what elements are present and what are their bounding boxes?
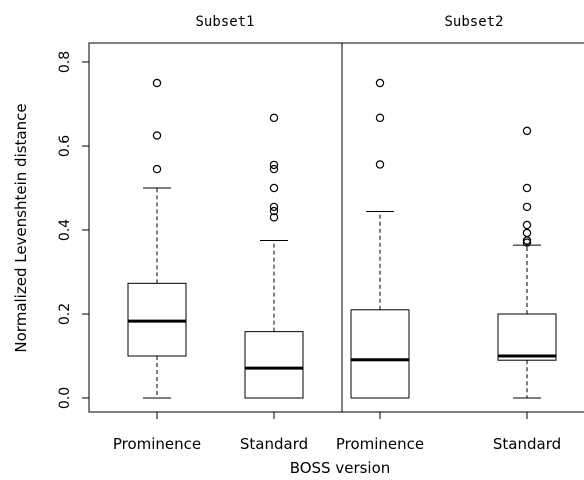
outlier-point [522, 126, 532, 136]
x-tick-label: Prominence [113, 435, 201, 453]
x-tick-label: Prominence [336, 435, 424, 453]
panel-titles: Subset1 Subset2 [195, 14, 503, 30]
box-group [350, 78, 410, 399]
boxes-layer [127, 78, 557, 399]
box-iqr [350, 309, 410, 399]
panel-frame [88, 42, 343, 413]
x-axis-label: BOSS version [290, 459, 391, 477]
outlier-point [269, 113, 279, 123]
outlier-point [269, 213, 279, 222]
outlier-point [269, 164, 279, 174]
outlier-point [375, 160, 385, 169]
outlier-point [269, 183, 279, 193]
panel-title: Subset1 [195, 14, 254, 30]
y-tick-label: 0.4 [57, 219, 73, 241]
outlier-point [522, 202, 532, 212]
box-group [497, 126, 557, 399]
outlier-point [152, 131, 162, 140]
y-tick-label: 0.2 [57, 303, 73, 325]
outlier-point [375, 113, 385, 123]
outlier-point [522, 220, 532, 230]
y-axis-label: Normalized Levenshtein distance [12, 103, 30, 352]
box-iqr [497, 313, 557, 361]
outlier-point [522, 183, 532, 193]
outlier-point [152, 164, 162, 174]
panel-title: Subset2 [444, 14, 503, 30]
outlier-point [269, 206, 279, 216]
y-tick-label: 0.8 [57, 51, 73, 73]
outlier-point [152, 78, 162, 88]
box-group [244, 113, 304, 399]
outlier-point [269, 160, 279, 170]
outlier-point [375, 78, 385, 88]
x-axis: Prominence Standard Prominence Standard [113, 411, 561, 453]
box-iqr [244, 331, 304, 399]
y-axis: 0.0 0.2 0.4 0.6 0.8 [57, 51, 89, 409]
box-group [127, 78, 187, 399]
outlier-point [269, 202, 279, 212]
x-tick-label: Standard [493, 435, 561, 453]
y-tick-label: 0.0 [57, 387, 73, 409]
y-tick-label: 0.6 [57, 135, 73, 157]
x-tick-label: Standard [240, 435, 308, 453]
outlier-point [522, 228, 532, 238]
